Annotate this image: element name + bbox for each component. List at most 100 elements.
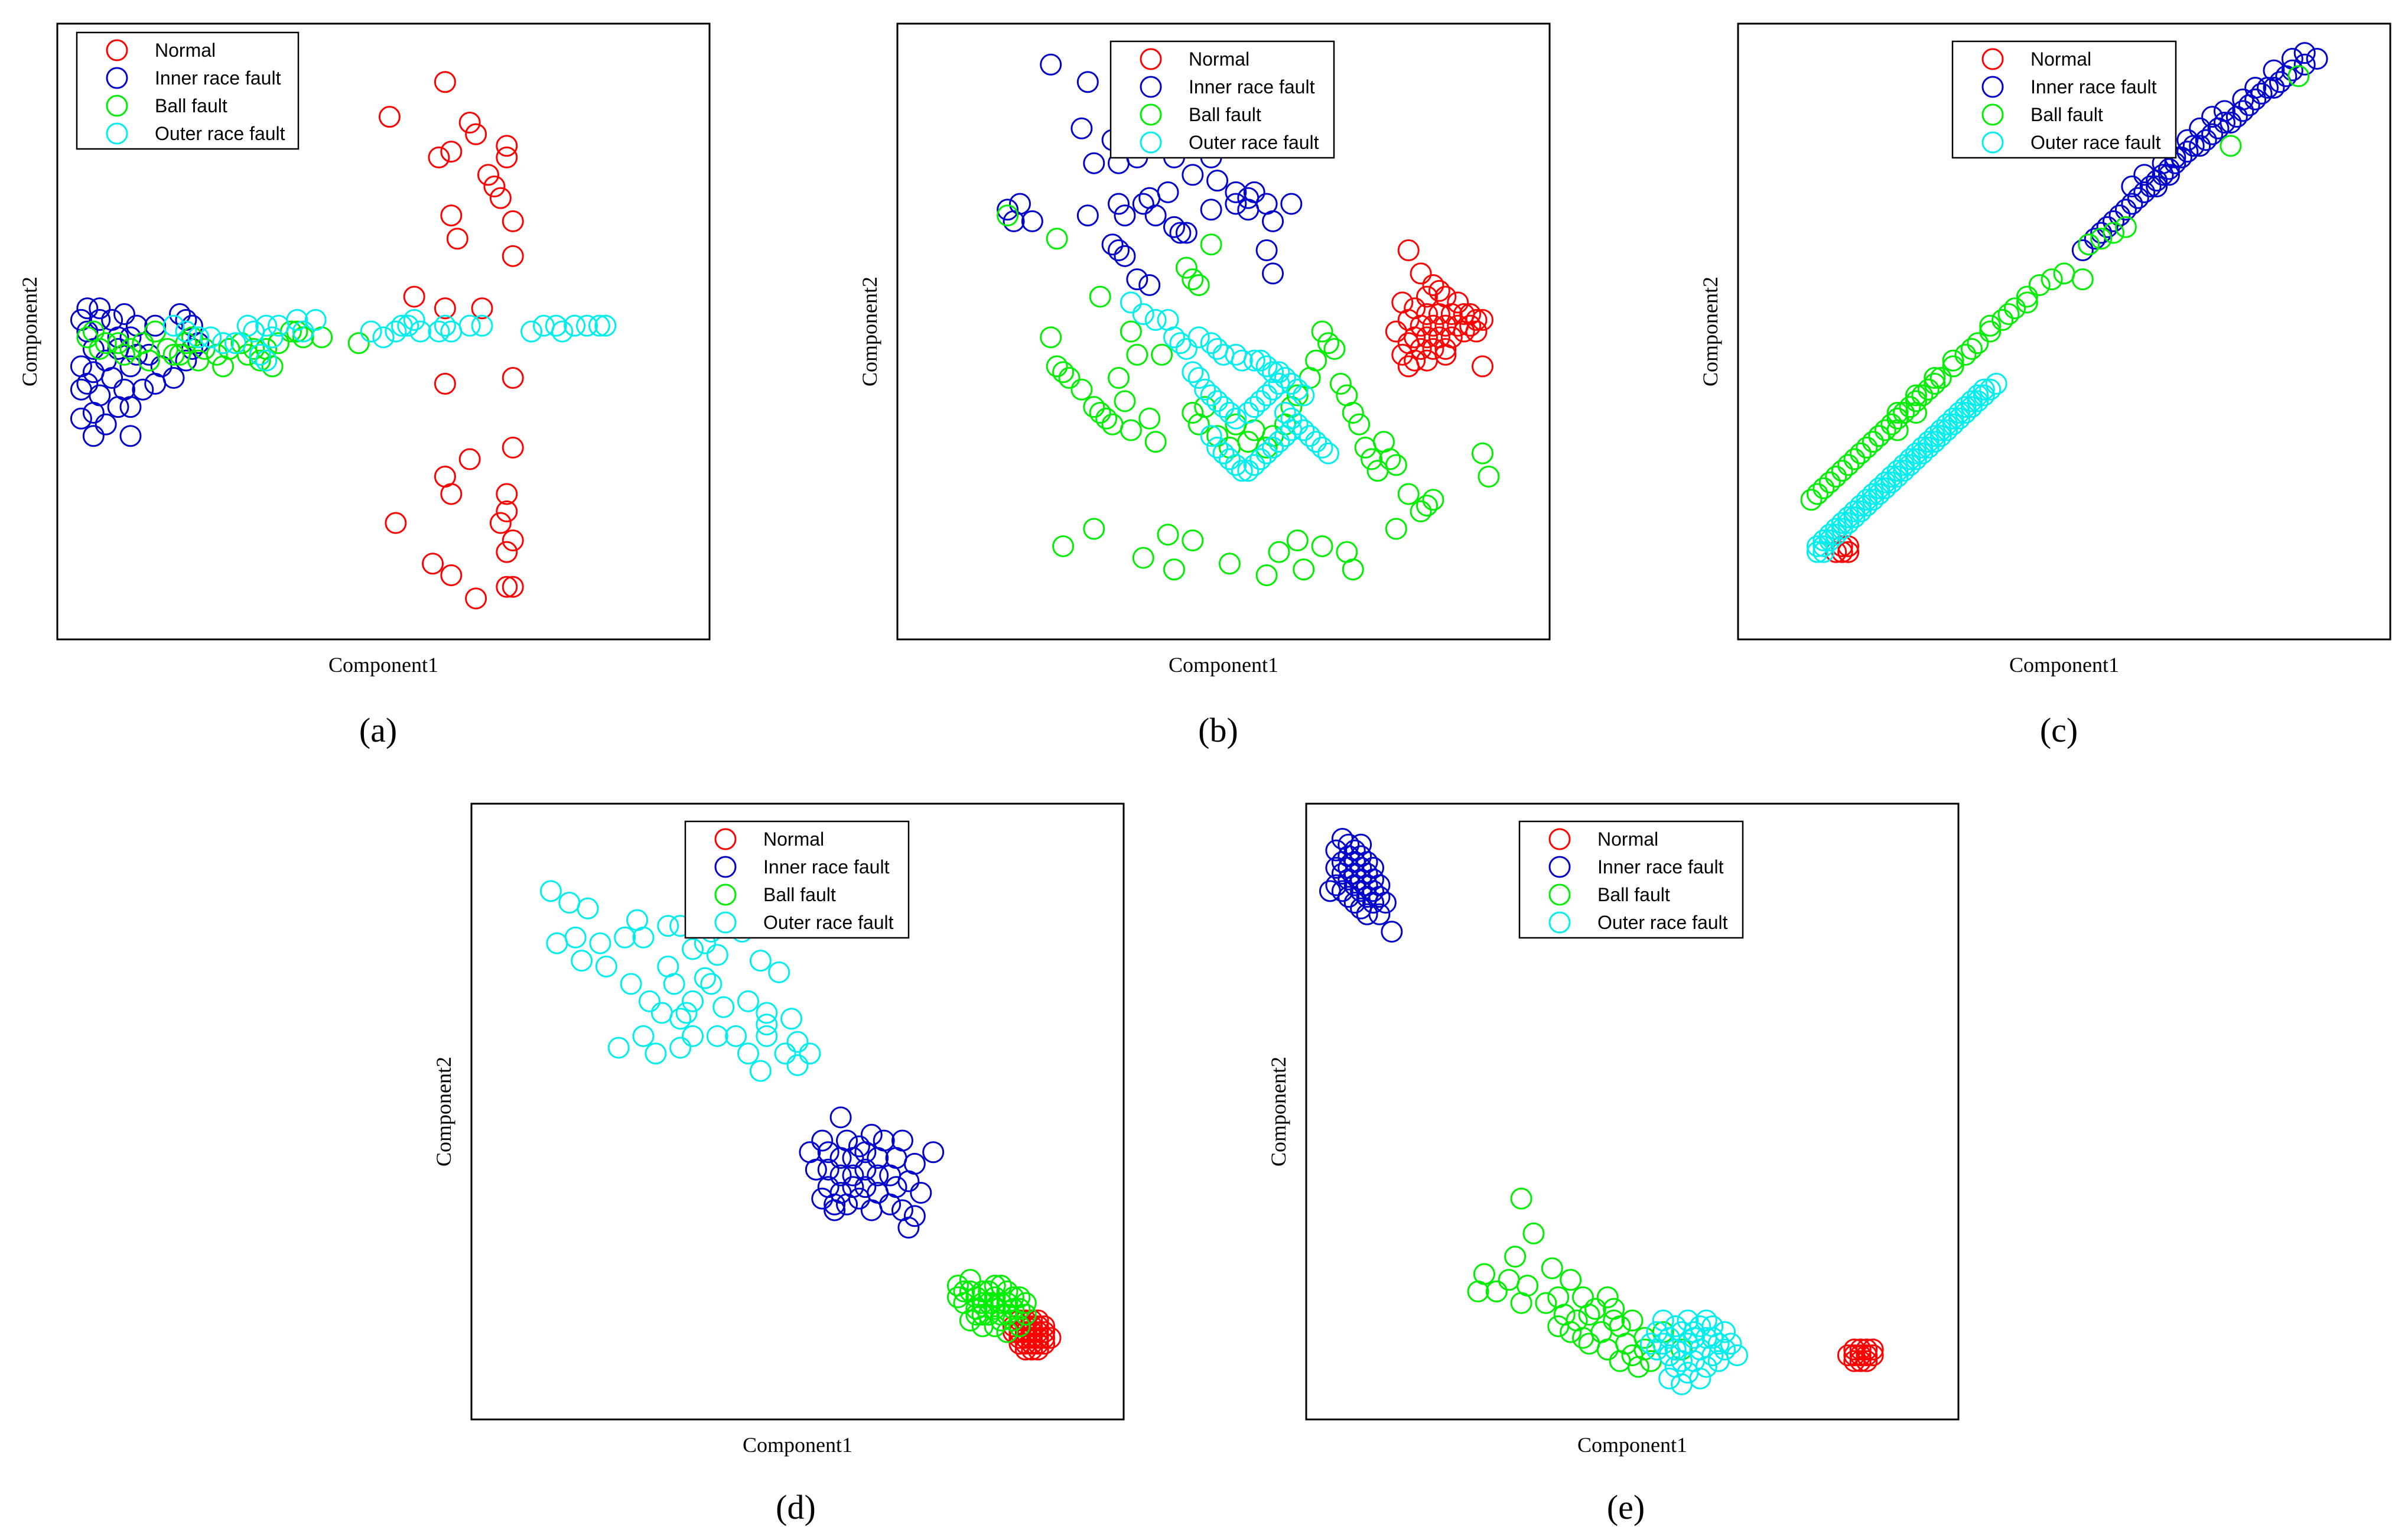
x-axis-label: Component1	[1577, 1433, 1687, 1457]
legend-marker-inner-race-fault	[1981, 76, 2004, 98]
series-ball-fault	[1800, 65, 2310, 511]
data-point	[829, 1106, 852, 1129]
data-point	[984, 1298, 1006, 1320]
data-point	[2114, 216, 2137, 238]
data-point	[409, 320, 432, 343]
legend-marker-inner-race-fault	[714, 856, 737, 878]
data-point	[780, 1008, 803, 1030]
data-point	[1856, 1344, 1878, 1366]
data-point	[1108, 367, 1130, 389]
data-point	[261, 355, 284, 378]
series-ball-fault	[76, 320, 370, 378]
panel-label: (d)	[776, 1488, 816, 1526]
data-point	[1837, 506, 1860, 528]
data-point	[440, 204, 463, 227]
data-point	[2090, 228, 2113, 250]
data-point	[1249, 349, 1272, 372]
data-point	[1410, 500, 1432, 522]
data-point	[1547, 1315, 1570, 1337]
data-point	[1942, 349, 1964, 372]
legend-marker-ball-fault	[1981, 103, 2004, 126]
data-point	[1286, 529, 1309, 552]
data-point	[502, 576, 524, 598]
data-point	[1422, 274, 1444, 296]
data-point	[2133, 181, 2156, 203]
data-point	[1714, 1338, 1736, 1361]
data-point	[786, 1031, 809, 1053]
data-point	[1008, 1298, 1031, 1320]
data-point	[1206, 170, 1229, 192]
data-point	[1849, 495, 1872, 517]
data-point	[1311, 436, 1333, 459]
data-point	[2189, 135, 2211, 157]
data-point	[1114, 390, 1136, 412]
data-point	[1255, 355, 1278, 378]
legend-label-normal: Normal	[1597, 829, 1658, 850]
data-point	[428, 146, 450, 168]
data-point	[212, 355, 235, 378]
data-point	[70, 378, 92, 401]
data-point	[397, 314, 419, 337]
chart-panel-a: Component1 Component2 Normal Inner race fau…	[18, 22, 711, 749]
data-point	[588, 314, 610, 337]
data-point	[2213, 111, 2235, 134]
data-point	[1225, 193, 1247, 215]
data-point	[2071, 239, 2094, 262]
data-point	[2152, 164, 2174, 186]
data-point	[682, 938, 704, 960]
data-point	[2121, 176, 2143, 197]
data-point	[1108, 193, 1130, 215]
data-point	[1886, 466, 1909, 488]
data-point	[489, 512, 512, 534]
data-point	[1076, 71, 1099, 93]
data-point	[1603, 1310, 1625, 1332]
data-point	[1331, 880, 1353, 902]
data-point	[1157, 181, 1179, 203]
data-point	[700, 973, 723, 995]
data-point	[1404, 349, 1426, 372]
data-point	[89, 297, 111, 320]
data-point	[1212, 442, 1235, 464]
data-point	[2220, 135, 2242, 157]
data-point	[1639, 1333, 1662, 1355]
data-point	[1187, 274, 1210, 296]
data-point	[829, 1147, 852, 1169]
data-point	[1806, 541, 1828, 563]
data-point	[1237, 460, 1260, 482]
panel-label: (a)	[359, 711, 397, 749]
data-point	[1825, 524, 1847, 546]
legend-marker-outer-race-fault	[714, 911, 737, 934]
series-inner-race-fault	[2071, 42, 2328, 262]
data-point	[1459, 314, 1482, 337]
data-point	[1831, 460, 1853, 482]
data-point	[854, 1141, 877, 1164]
data-point	[1083, 152, 1105, 174]
data-point	[2287, 65, 2310, 87]
data-point	[255, 349, 278, 372]
data-point	[1812, 529, 1835, 552]
data-point	[1560, 1321, 1582, 1343]
data-point	[113, 343, 136, 366]
data-point	[1255, 239, 1278, 262]
data-point	[1157, 524, 1179, 546]
data-point	[1317, 442, 1339, 464]
legend-marker-normal	[1140, 48, 1162, 70]
series-inner-race-fault	[1319, 827, 1403, 943]
data-point	[1924, 431, 1946, 453]
data-point	[663, 973, 685, 995]
data-point	[1603, 1298, 1625, 1320]
data-point	[2139, 176, 2162, 197]
legend: Normal Inner race fault Ball fault Outer ra…	[1518, 820, 1744, 939]
y-axis-label: Component2	[858, 277, 881, 386]
data-point	[1021, 210, 1043, 232]
data-point	[1342, 558, 1364, 581]
data-point	[1868, 483, 1890, 505]
data-point	[1286, 384, 1309, 407]
data-point	[502, 529, 524, 552]
data-point	[1504, 1246, 1527, 1268]
data-point	[1385, 454, 1407, 476]
legend-marker-inner-race-fault	[106, 67, 128, 89]
data-point	[1880, 471, 1903, 493]
data-point	[1899, 454, 1921, 476]
data-point	[347, 332, 370, 355]
